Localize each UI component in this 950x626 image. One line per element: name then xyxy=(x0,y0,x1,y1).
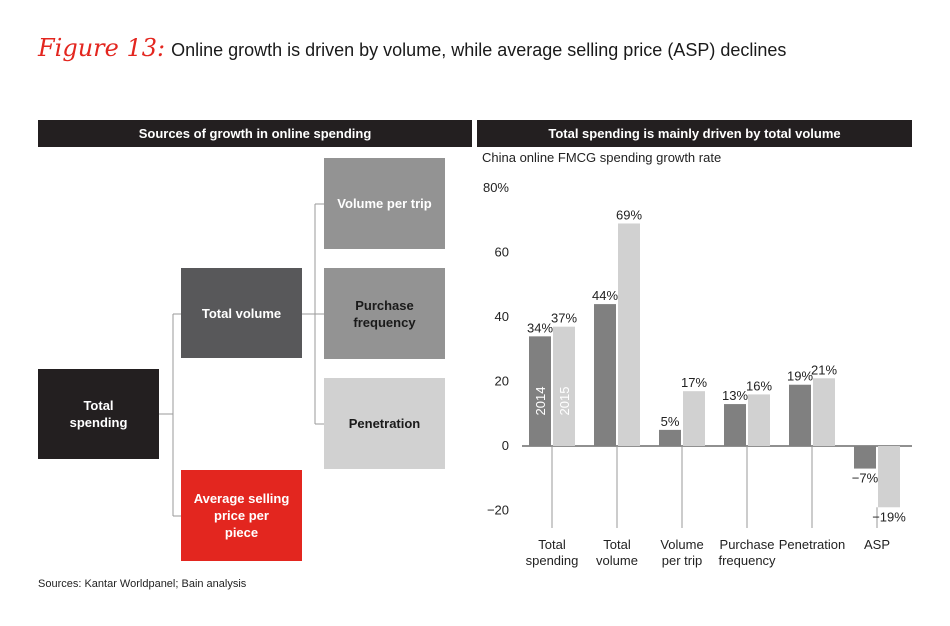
bar-2015 xyxy=(553,326,575,446)
bar-2015 xyxy=(683,391,705,446)
y-tick-label: 20 xyxy=(495,374,509,389)
bar-2015 xyxy=(813,378,835,446)
category-label: Total xyxy=(603,537,631,552)
asp-line-3: piece xyxy=(224,525,259,540)
volume-per-trip-box: Volume per trip xyxy=(324,158,445,249)
data-label: 16% xyxy=(746,378,772,393)
data-label: 17% xyxy=(681,375,707,390)
figure-heading: Online growth is driven by volume, while… xyxy=(171,40,787,60)
data-label: 37% xyxy=(551,311,577,326)
asp-line-2: price per xyxy=(214,508,269,523)
bar-2014 xyxy=(529,336,551,446)
purchase-frequency-box: Purchase frequency xyxy=(324,268,445,359)
total-spending-line-1: Total xyxy=(83,398,114,413)
category-label: Purchase xyxy=(720,537,775,552)
y-tick-label: 0 xyxy=(502,438,509,453)
legend-label-2014: 2014 xyxy=(533,387,548,416)
y-tick-label: −20 xyxy=(487,503,509,518)
data-label: 34% xyxy=(527,320,553,335)
total-spending-box: Total spending xyxy=(38,369,159,459)
total-spending-line-2: spending xyxy=(69,415,128,430)
right-panel-header: Total spending is mainly driven by total… xyxy=(477,120,912,147)
category-label: Volume xyxy=(660,537,703,552)
volume-per-trip-label: Volume per trip xyxy=(337,196,432,211)
category-label: Total xyxy=(538,537,566,552)
data-label: 19% xyxy=(787,369,813,384)
penetration-box: Penetration xyxy=(324,378,445,469)
asp-line-1: Average selling xyxy=(193,491,290,506)
chart-subtitle: China online FMCG spending growth rate xyxy=(482,150,722,165)
bar-2014 xyxy=(659,429,681,446)
source-note: Sources: Kantar Worldpanel; Bain analysi… xyxy=(38,578,247,590)
figure-label: Figure 13: xyxy=(38,34,166,62)
category-label: per trip xyxy=(662,553,702,568)
category-label: ASP xyxy=(864,537,890,552)
y-tick-label: 80% xyxy=(483,180,509,195)
data-label: 44% xyxy=(592,288,618,303)
data-label: 5% xyxy=(661,414,680,429)
bar-2014 xyxy=(594,304,616,446)
bar-2014 xyxy=(789,384,811,446)
category-label: volume xyxy=(596,553,638,568)
bar-2014 xyxy=(854,446,876,469)
y-tick-label: 40 xyxy=(495,309,509,324)
category-label: frequency xyxy=(718,553,776,568)
category-label: Penetration xyxy=(779,537,846,552)
category-label: spending xyxy=(526,553,579,568)
data-label: −7% xyxy=(852,471,879,486)
y-tick-label: 60 xyxy=(495,245,509,260)
data-label: −19% xyxy=(872,509,906,524)
bar-2015 xyxy=(878,446,900,508)
total-volume-box: Total volume xyxy=(181,268,302,358)
purchase-frequency-label: Purchase frequency xyxy=(353,297,416,330)
legend-label-2015: 2015 xyxy=(557,387,572,416)
data-label: 13% xyxy=(722,388,748,403)
bar-2014 xyxy=(724,404,746,446)
bar-2015 xyxy=(748,394,770,446)
data-label: 69% xyxy=(616,207,642,222)
penetration-label: Penetration xyxy=(348,416,421,431)
left-panel-header: Sources of growth in online spending xyxy=(38,120,472,147)
bar-2015 xyxy=(618,223,640,446)
figure-title: Figure 13: Online growth is driven by vol… xyxy=(38,34,786,62)
total-volume-label: Total volume xyxy=(201,305,282,321)
asp-box: Average selling price per piece xyxy=(181,470,302,561)
data-label: 21% xyxy=(811,362,837,377)
